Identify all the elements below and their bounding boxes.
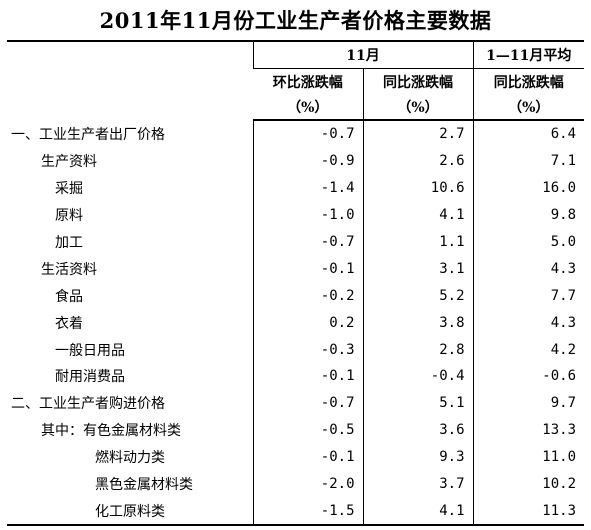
cell-avg: 16.0 bbox=[472, 174, 585, 202]
row-label: 食品 bbox=[55, 288, 83, 305]
cell-avg: 13.3 bbox=[472, 416, 585, 444]
cell-avg: 9.8 bbox=[472, 201, 585, 229]
table-row: 一般日用品 -0.3 2.8 4.2 bbox=[7, 336, 585, 364]
cell-avg: 7.1 bbox=[472, 147, 585, 175]
table-row: 化工原料类 -1.5 4.1 11.3 bbox=[7, 497, 585, 527]
cell-yoy: 3.7 bbox=[362, 470, 474, 498]
cell-yoy: 5.2 bbox=[362, 282, 474, 310]
header-blank-cell bbox=[7, 41, 253, 120]
row-label: 原料 bbox=[55, 208, 83, 225]
table-row: 采掘 -1.4 10.6 16.0 bbox=[7, 174, 585, 202]
table-row: 原料 -1.0 4.1 9.8 bbox=[7, 201, 585, 229]
table-row: 生产资料 -0.9 2.6 7.1 bbox=[7, 147, 585, 175]
cell-avg: -0.6 bbox=[472, 363, 585, 390]
table-row: 生活资料 -0.1 3.1 4.3 bbox=[7, 255, 585, 283]
cell-mom: -0.2 bbox=[252, 282, 363, 310]
cell-mom: -0.7 bbox=[252, 389, 363, 417]
header-col-yoy: 同比涨跌幅 bbox=[362, 68, 474, 95]
cell-yoy: 5.1 bbox=[362, 389, 474, 417]
cell-mom: -1.4 bbox=[252, 174, 363, 202]
table-row: 燃料动力类 -0.1 9.3 11.0 bbox=[7, 443, 585, 471]
cell-avg: 10.2 bbox=[472, 470, 585, 498]
cell-yoy: 4.1 bbox=[362, 497, 474, 527]
cell-mom: -0.3 bbox=[252, 336, 363, 364]
cell-mom: -0.1 bbox=[252, 363, 363, 390]
table-row: 一、工业生产者出厂价格 -0.7 2.7 6.4 bbox=[7, 120, 585, 148]
cell-yoy: 1.1 bbox=[362, 228, 474, 256]
cell-mom: -2.0 bbox=[252, 470, 363, 498]
table-row: 二、工业生产者购进价格 -0.7 5.1 9.7 bbox=[7, 389, 585, 417]
cell-mom: -1.5 bbox=[252, 497, 363, 527]
cell-avg: 4.3 bbox=[472, 255, 585, 283]
cell-mom: -1.0 bbox=[252, 201, 363, 229]
cell-yoy: 2.7 bbox=[362, 120, 474, 148]
table-row: 耐用消费品 -0.1 -0.4 -0.6 bbox=[7, 363, 585, 390]
row-label: 化工原料类 bbox=[7, 497, 253, 527]
cell-mom: -0.9 bbox=[252, 147, 363, 175]
cell-yoy: 10.6 bbox=[362, 174, 474, 202]
cell-yoy: -0.4 bbox=[362, 363, 474, 390]
cell-yoy: 3.8 bbox=[362, 309, 474, 337]
cell-avg: 9.7 bbox=[472, 389, 585, 417]
table-row: 食品 -0.2 5.2 7.7 bbox=[7, 282, 585, 310]
header-row-columns: 环比涨跌幅 同比涨跌幅 同比涨跌幅 bbox=[7, 68, 585, 95]
row-label: 其中：有色金属材料类 bbox=[41, 423, 181, 440]
table-row: 衣着 0.2 3.8 4.3 bbox=[7, 309, 585, 337]
cell-yoy: 3.1 bbox=[362, 255, 474, 283]
header-unit-mom: （%） bbox=[253, 95, 363, 121]
table-row: 加工 -0.7 1.1 5.0 bbox=[7, 228, 585, 256]
cell-mom: -0.1 bbox=[252, 255, 363, 283]
cell-yoy: 2.6 bbox=[362, 147, 474, 175]
cell-yoy: 3.6 bbox=[362, 416, 474, 444]
cell-avg: 4.2 bbox=[472, 336, 585, 364]
row-label: 燃料动力类 bbox=[95, 450, 165, 467]
header-row-groups: 11月 1—11月平均 bbox=[7, 41, 585, 69]
header-group-avg: 1—11月平均 bbox=[472, 41, 585, 69]
row-label: 一、工业生产者出厂价格 bbox=[11, 126, 165, 143]
row-label: 生产资料 bbox=[41, 154, 97, 171]
cell-mom: -0.7 bbox=[252, 120, 363, 148]
price-data-table: 11月 1—11月平均 环比涨跌幅 同比涨跌幅 同比涨跌幅 （%） （%） （%… bbox=[7, 40, 585, 527]
cell-yoy: 9.3 bbox=[362, 443, 474, 471]
row-label: 衣着 bbox=[55, 315, 83, 332]
row-label: 一般日用品 bbox=[55, 342, 125, 359]
cell-mom: 0.2 bbox=[252, 309, 363, 337]
cell-avg: 11.0 bbox=[472, 443, 585, 471]
row-label: 耐用消费品 bbox=[55, 369, 125, 386]
row-label: 二、工业生产者购进价格 bbox=[11, 396, 165, 413]
cell-avg: 7.7 bbox=[472, 282, 585, 310]
row-label: 加工 bbox=[55, 235, 83, 251]
header-row-units: （%） （%） （%） bbox=[7, 95, 585, 121]
cell-mom: -0.1 bbox=[252, 443, 363, 471]
cell-mom: -0.7 bbox=[252, 228, 363, 256]
header-group-month: 11月 bbox=[252, 41, 474, 69]
header-unit-yoy: （%） bbox=[362, 95, 474, 121]
cell-avg: 6.4 bbox=[472, 120, 585, 148]
page-title: 2011年11月份工业生产者价格主要数据 bbox=[99, 8, 492, 33]
cell-avg: 11.3 bbox=[472, 497, 585, 527]
row-label: 黑色金属材料类 bbox=[95, 477, 193, 494]
table-row: 黑色金属材料类 -2.0 3.7 10.2 bbox=[7, 470, 585, 498]
header-col-mom: 环比涨跌幅 bbox=[272, 75, 343, 91]
cell-mom: -0.5 bbox=[252, 416, 363, 444]
header-col-avg-yoy: 同比涨跌幅 bbox=[472, 68, 585, 95]
row-label: 生活资料 bbox=[41, 261, 97, 278]
table-row: 其中：有色金属材料类 -0.5 3.6 13.3 bbox=[7, 416, 585, 444]
cell-avg: 5.0 bbox=[472, 228, 585, 256]
header-unit-avg: （%） bbox=[472, 95, 585, 121]
row-label: 采掘 bbox=[55, 181, 83, 198]
cell-yoy: 2.8 bbox=[362, 336, 474, 364]
cell-avg: 4.3 bbox=[472, 309, 585, 337]
cell-yoy: 4.1 bbox=[362, 201, 474, 229]
